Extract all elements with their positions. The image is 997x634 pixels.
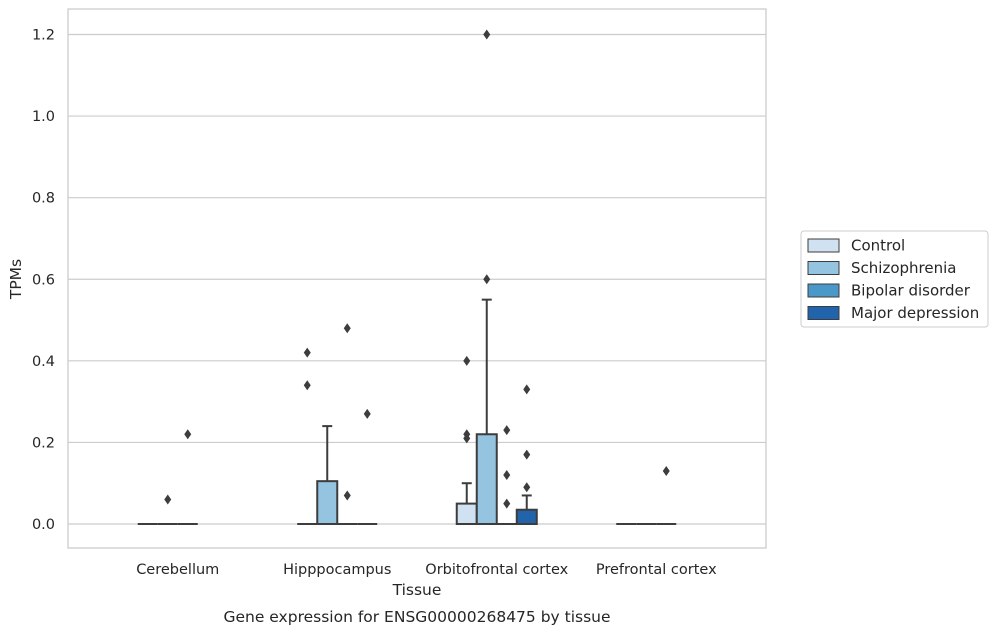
box-bipolar-disorder [656,465,677,525]
legend-label: Control [851,237,905,255]
y-tick-label: 0.6 [32,272,55,288]
y-tick-label: 0.4 [32,354,55,370]
legend-item: Schizophrenia [807,259,956,277]
plot-area-frame [67,8,767,549]
legend-item: Control [807,237,905,255]
y-axis-title: TPMs [7,259,25,300]
y-tick-labels: 0.0 0.2 0.4 0.6 0.8 1.0 1.2 [32,28,55,534]
box-schizophrenia [157,494,178,525]
outlier-point [523,482,531,493]
x-axis-title: Tissue [392,581,442,599]
boxes [137,29,677,526]
outlier-point [483,274,491,285]
box-major-depression [357,408,378,525]
legend: Control Schizophrenia Bipolar disorder Majo… [800,230,989,328]
legend-item: Bipolar disorder [807,282,971,300]
legend-label: Schizophrenia [851,259,956,277]
y-tick-label: 0.0 [32,517,55,533]
outlier-point [503,470,511,481]
outlier-point [303,380,311,391]
legend-frame [800,230,989,328]
outlier-point [523,384,531,395]
legend-swatch [807,306,840,320]
x-tick-labels: Cerebellum Hipppocampus Orbitofrontal cort… [136,562,717,578]
x-tick-label: Cerebellum [136,562,219,578]
box-bipolar-disorder [177,429,198,525]
box-body [515,508,538,526]
legend-item: Major depression [807,304,979,322]
outlier-point [184,429,192,440]
outlier-point [303,347,311,358]
box-control [297,347,318,525]
x-tick-label: Hipppocampus [283,562,391,578]
box-body [316,480,339,526]
outlier-point [503,425,511,436]
x-tick-label: Prefrontal cortex [596,562,717,578]
box-schizophrenia [316,425,339,526]
box-body [455,502,478,525]
outlier-point [503,498,511,509]
legend-label: Bipolar disorder [851,282,971,300]
outlier-point [343,323,351,334]
outlier-point [463,355,471,366]
chart-caption: Gene expression for ENSG00000268475 by t… [223,608,610,626]
legend-items: Control Schizophrenia Bipolar disorder Majo… [807,237,979,322]
y-tick-label: 0.8 [32,191,55,207]
box-major-depression [515,384,538,526]
box-schizophrenia [475,29,498,525]
outlier-point [164,494,172,505]
x-tick-label: Orbitofrontal cortex [425,562,568,578]
y-tick-label: 1.0 [32,109,55,125]
legend-swatch [807,283,840,298]
outlier-point [363,408,371,419]
legend-label: Major depression [851,304,979,322]
box-bipolar-disorder [337,323,358,525]
y-tick-label: 0.2 [32,435,55,451]
legend-swatch [807,261,840,275]
y-tick-label: 1.2 [32,28,55,44]
legend-swatch [807,238,840,253]
outlier-point [463,429,471,440]
box-bipolar-disorder [496,425,517,525]
outlier-point [483,29,491,40]
outlier-point [523,449,531,460]
box-body [475,433,498,525]
outlier-point [343,490,351,501]
outlier-point [662,465,670,476]
